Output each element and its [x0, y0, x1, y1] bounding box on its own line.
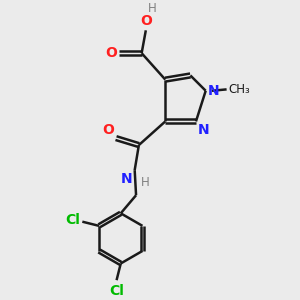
Text: CH₃: CH₃	[229, 83, 250, 96]
Text: H: H	[148, 2, 156, 15]
Text: N: N	[121, 172, 133, 186]
Text: O: O	[140, 14, 152, 28]
Text: O: O	[102, 123, 114, 137]
Text: Cl: Cl	[65, 213, 80, 227]
Text: Cl: Cl	[109, 284, 124, 298]
Text: N: N	[208, 84, 220, 98]
Text: N: N	[198, 123, 210, 137]
Text: H: H	[141, 176, 150, 189]
Text: O: O	[105, 46, 117, 60]
